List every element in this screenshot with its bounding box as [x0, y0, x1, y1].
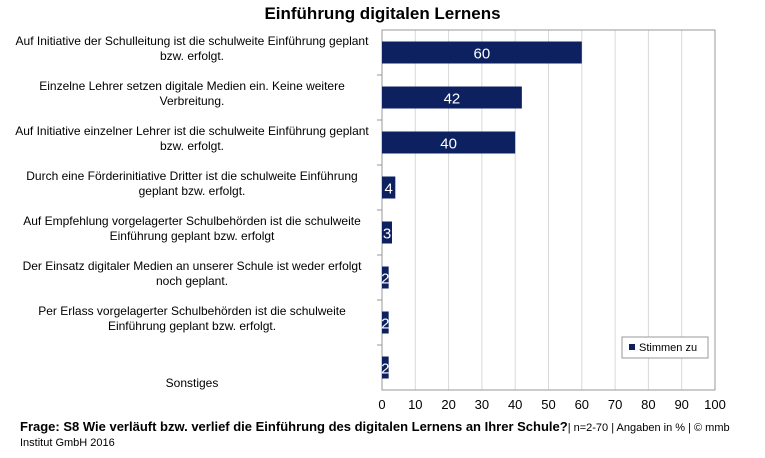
category-label: Der Einsatz digitaler Medien an unserer … — [22, 258, 362, 288]
bar — [382, 311, 389, 334]
data-label: 4 — [384, 181, 392, 198]
category-label: Per Erlass vorgelagerter Schulbehörden i… — [38, 303, 346, 333]
category-label: Auf Initiative einzelner Lehrer ist die … — [15, 123, 369, 153]
data-label: 2 — [381, 361, 389, 378]
data-label: 2 — [381, 316, 389, 333]
x-tick-label: 80 — [641, 397, 655, 412]
data-label: 2 — [381, 271, 389, 288]
category-label: Sonstiges — [165, 375, 219, 390]
bar — [382, 131, 516, 154]
x-tick-label: 40 — [508, 397, 522, 412]
chart-title: Einführung digitalen Lernens — [264, 4, 501, 23]
x-tick-label: 90 — [674, 397, 688, 412]
data-label: 60 — [474, 46, 491, 63]
x-tick-label: 100 — [704, 397, 726, 412]
bar — [382, 356, 389, 379]
bar — [382, 176, 396, 199]
legend-swatch — [629, 344, 635, 350]
bar — [382, 86, 522, 109]
footer-question: Frage: S8 Wie verläuft bzw. verlief die … — [20, 419, 568, 434]
footer-meta: | n=2-70 | Angaben in % | © mmb Institut… — [20, 422, 730, 449]
category-label: Einzelne Lehrer setzen digitale Medien e… — [39, 78, 345, 108]
legend-label: Stimmen zu — [639, 342, 697, 354]
legend-box — [621, 336, 709, 359]
x-tick-label: 60 — [575, 397, 589, 412]
bar — [382, 266, 389, 289]
x-tick-label: 10 — [408, 397, 422, 412]
x-tick-label: 0 — [378, 397, 385, 412]
category-label: Auf Initiative der Schulleitung ist die … — [15, 33, 369, 63]
x-tick-label: 50 — [541, 397, 555, 412]
bar — [382, 41, 582, 64]
data-label: 40 — [440, 136, 457, 153]
data-label: 42 — [444, 91, 461, 108]
x-tick-label: 30 — [475, 397, 489, 412]
x-tick-label: 70 — [608, 397, 622, 412]
category-label: Durch eine Förderinitiative Dritter ist … — [26, 168, 358, 198]
bar — [382, 221, 392, 244]
category-label: Auf Empfehlung vorgelagerter Schulbehörd… — [23, 213, 361, 243]
x-tick-label: 20 — [441, 397, 455, 412]
footer: Frage: S8 Wie verläuft bzw. verlief die … — [20, 420, 750, 450]
data-label: 3 — [383, 226, 391, 243]
